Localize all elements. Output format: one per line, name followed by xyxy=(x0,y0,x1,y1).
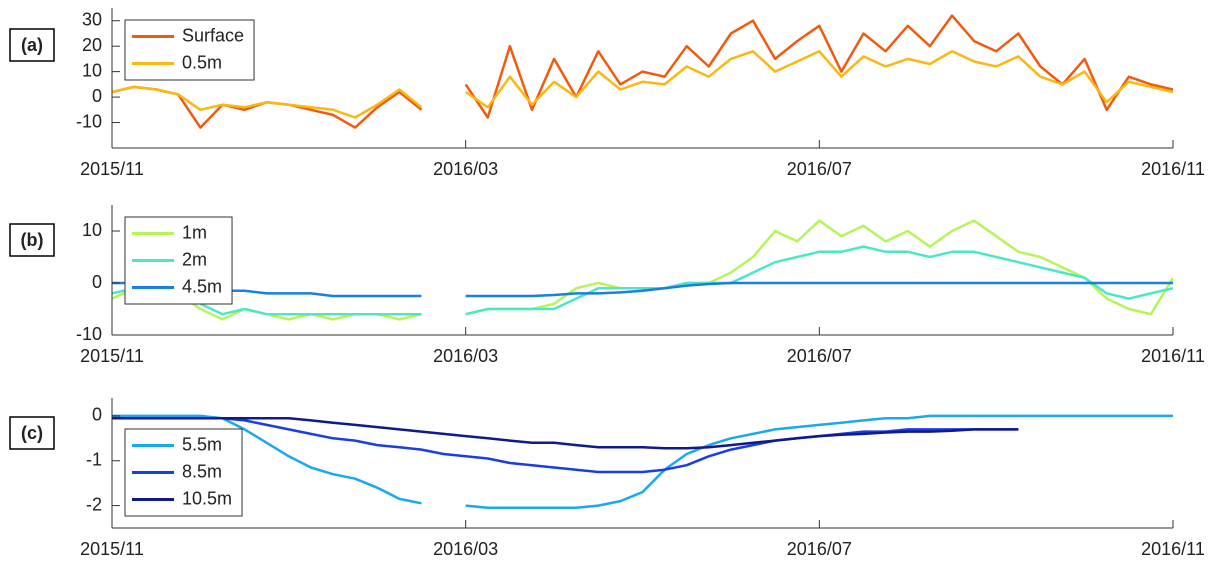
panel-label: (b) xyxy=(21,230,44,250)
panel: (b) -10 0 10 2015/11 2016/03 2016/07 2016/11 1m 2… xyxy=(9,205,1205,366)
y-tick-label: 0 xyxy=(92,405,102,425)
panel: (a) -10 0 10 20 30 2015/11 2016/03 2016/07 2016/1… xyxy=(9,8,1205,179)
legend-box xyxy=(124,19,255,81)
series-line xyxy=(465,281,1173,298)
panel: (c) -2 -1 0 2015/11 2016/03 2016/07 2016/11 5.5m… xyxy=(9,398,1205,559)
plot xyxy=(112,219,1173,321)
series-line xyxy=(464,14,1173,119)
x-tick-label: 2016/03 xyxy=(433,346,498,366)
legend: 1m 2m 4.5m xyxy=(124,216,233,305)
x-tick-label: 2016/03 xyxy=(433,159,498,179)
series-line xyxy=(112,414,422,505)
panel-label-box xyxy=(9,223,55,257)
y-tick-label: -10 xyxy=(76,111,102,131)
y-tick-label: 30 xyxy=(82,9,102,29)
x-tick-label: 2016/07 xyxy=(787,539,852,559)
legend: 5.5m 8.5m 10.5m xyxy=(124,428,243,517)
x-tick-label: 2016/11 xyxy=(1141,159,1205,179)
x-tick-label: 2016/11 xyxy=(1141,539,1205,559)
legend-label: 1m xyxy=(182,222,207,242)
y-tick-label: -1 xyxy=(86,450,102,470)
legend-label: Surface xyxy=(182,25,244,45)
y-tick-label: 0 xyxy=(92,272,102,292)
y-tick-label: 20 xyxy=(82,35,102,55)
panel-label-box xyxy=(9,28,55,62)
x-tick-label: 2016/07 xyxy=(787,159,852,179)
series-line xyxy=(465,414,1173,510)
plot xyxy=(112,414,1173,510)
legend: Surface 0.5m xyxy=(124,19,255,81)
y-tick-label: -2 xyxy=(86,494,102,514)
y-tick-label: 0 xyxy=(92,86,102,106)
series-line xyxy=(465,219,1173,316)
x-tick-label: 2015/11 xyxy=(80,539,144,559)
series-line xyxy=(112,416,1019,474)
legend-label: 2m xyxy=(182,249,207,269)
x-tick-label: 2016/07 xyxy=(787,346,852,366)
y-tick-label: -10 xyxy=(76,324,102,344)
x-tick-label: 2015/11 xyxy=(80,346,144,366)
y-tick-label: 10 xyxy=(82,60,102,80)
panel-label-box xyxy=(9,416,55,450)
legend-label: 5.5m xyxy=(182,434,222,454)
series-line xyxy=(112,85,423,119)
series-line xyxy=(112,416,1019,450)
legend-label: 0.5m xyxy=(182,52,222,72)
legend-label: 4.5m xyxy=(182,276,222,296)
panel-label: (a) xyxy=(21,35,43,55)
x-tick-label: 2016/11 xyxy=(1141,346,1205,366)
series-line xyxy=(464,50,1173,109)
plot xyxy=(112,14,1173,129)
x-tick-label: 2016/03 xyxy=(433,539,498,559)
panel-label: (c) xyxy=(21,423,43,443)
series-line xyxy=(465,245,1173,316)
legend-label: 10.5m xyxy=(182,488,232,508)
x-tick-label: 2015/11 xyxy=(80,159,144,179)
y-tick-label: 10 xyxy=(82,220,102,240)
legend-label: 8.5m xyxy=(182,461,222,481)
legend-box xyxy=(124,216,233,305)
